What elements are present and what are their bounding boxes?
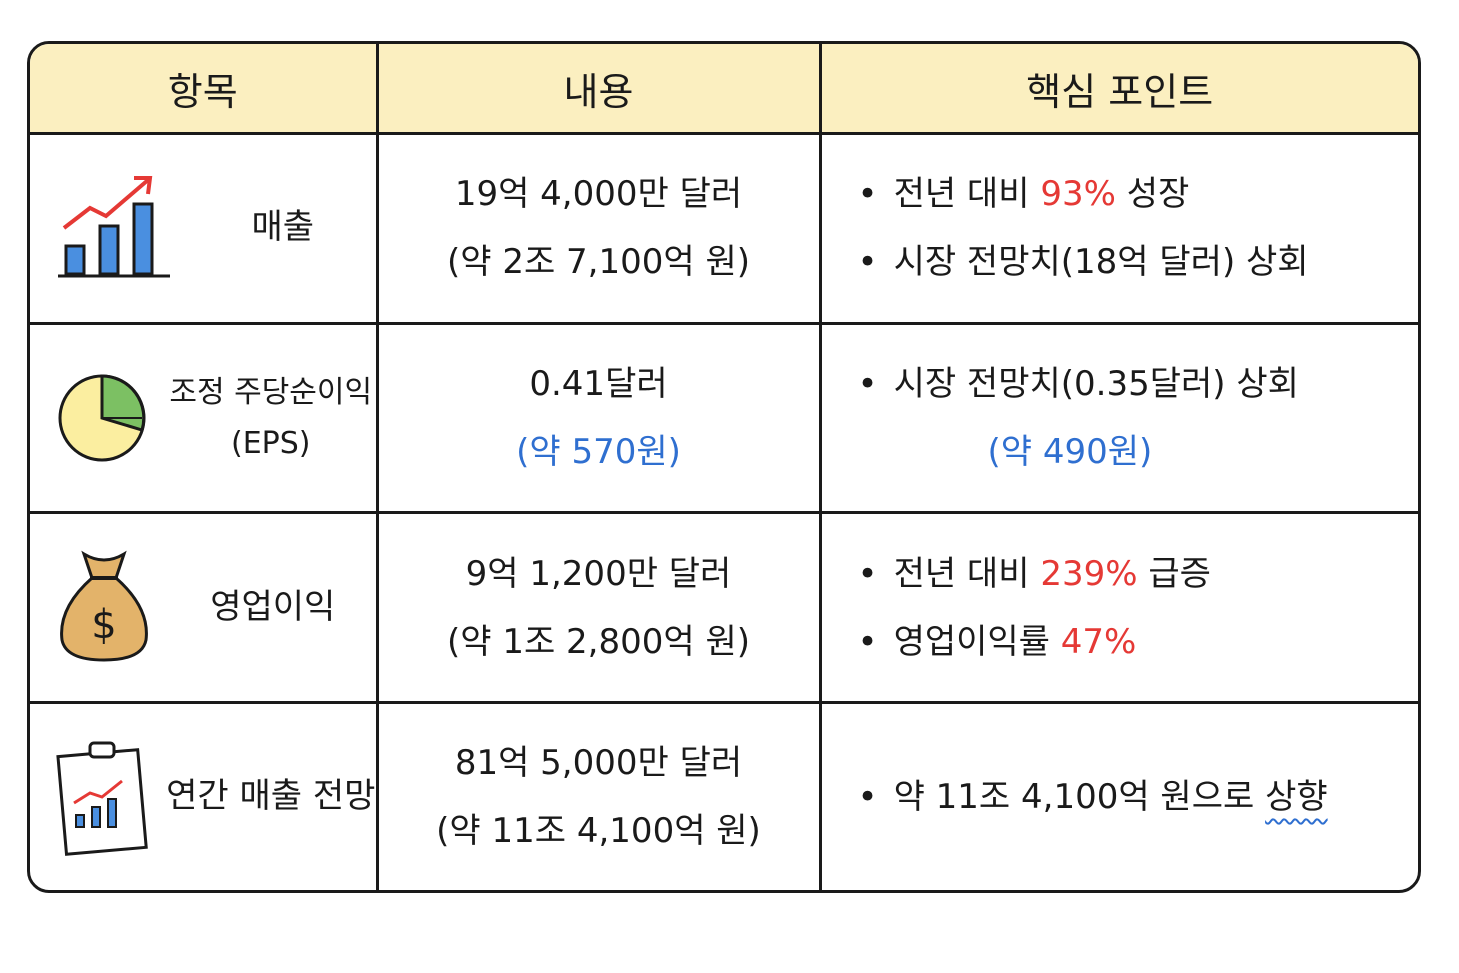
point-line: 시장 전망치(0.35달러) 상회 [858,350,1419,418]
points-cell: 전년 대비 239% 급증영업이익률 47% [818,511,1419,704]
point-text: 약 11조 4,100억 원으로 [893,776,1266,817]
clipboard-icon [56,741,148,856]
content-cell: 19억 4,000만 달러 (약 2조 7,100억 원) [375,132,822,325]
point-line: 시장 전망치(18억 달러) 상회 [858,228,1419,296]
table-body: 매출 19억 4,000만 달러 (약 2조 7,100억 원) 전년 대비 93% … [30,132,1419,890]
content-cell: 9억 1,200만 달러 (약 1조 2,800억 원) [375,511,822,704]
table-row: 조정 주당순이익 (EPS) 0.41달러 (약 570원) 시장 전망치(0.35달러… [30,321,1419,515]
content-line: 0.41달러 [529,363,668,404]
point-text: 영업이익률 [893,621,1061,662]
point-line: (약 490원) [858,418,1419,486]
svg-text:$: $ [91,602,116,648]
header-cell: 핵심 포인트 [818,44,1418,135]
item-wrap: $ 영업이익 [30,548,376,668]
item-cell: 매출 [30,132,379,325]
point-line: 약 11조 4,100억 원으로 상향 [858,763,1419,831]
point-text: 전년 대비 [893,174,1041,215]
point-text: 시장 전망치(18억 달러) 상회 [893,242,1309,283]
item-label: 매출 [190,199,376,257]
content-line: (약 2조 7,100억 원) [446,242,751,283]
point-text: 급증 [1137,553,1211,594]
item-wrap: 조정 주당순이익 (EPS) [30,367,376,469]
points-cell: 시장 전망치(0.35달러) 상회 (약 490원) [818,321,1419,515]
point-text: 93% [1040,174,1116,215]
point-text: 전년 대비 [893,553,1041,594]
item-label-line: 영업이익 [210,586,336,627]
content-line: (약 11조 4,100억 원) [436,810,761,851]
content-line: 19억 4,000만 달러 [454,174,743,215]
table-frame: 항목 내용 핵심 포인트 매출 19억 4,000만 달러 (약 2조 7,100억 원… [27,41,1421,893]
table-row: $ 영업이익 9억 1,200만 달러 (약 1조 2,800억 원) 전년 대비 2… [30,511,1419,704]
item-cell: 연간 매출 전망 [30,700,379,890]
item-label-line: 매출 [251,207,315,248]
header-cell: 항목 [30,44,379,135]
points-cell: 약 11조 4,100억 원으로 상향 [818,700,1419,890]
item-label: 조정 주당순이익 (EPS) [166,367,376,469]
points-cell: 전년 대비 93% 성장시장 전망치(18억 달러) 상회 [818,132,1419,325]
item-label: 연간 매출 전망 [166,768,376,826]
header-row: 항목 내용 핵심 포인트 [30,44,1418,135]
content-cell: 81억 5,000만 달러 (약 11조 4,100억 원) [375,700,822,890]
content-line: (약 570원) [516,431,681,472]
table-row: 매출 19억 4,000만 달러 (약 2조 7,100억 원) 전년 대비 93% … [30,132,1419,325]
point-text: 성장 [1115,174,1190,215]
point-line: 전년 대비 239% 급증 [858,540,1419,608]
item-cell: $ 영업이익 [30,511,379,704]
point-text: 상향 [1265,776,1328,817]
bar-chart-icon [58,176,170,278]
item-wrap: 매출 [30,168,376,288]
header-cell: 내용 [375,44,822,135]
point-text: 시장 전망치(0.35달러) 상회 [893,363,1299,404]
summary-table: 항목 내용 핵심 포인트 매출 19억 4,000만 달러 (약 2조 7,100억 원… [30,44,1418,890]
point-text: (약 490원) [987,431,1153,472]
pie-chart-icon [58,374,146,462]
point-line: 전년 대비 93% 성장 [858,160,1419,228]
item-label: 영업이익 [170,579,376,637]
item-label-line: (EPS) [231,425,311,461]
item-label-line: 조정 주당순이익 [169,374,373,410]
content-cell: 0.41달러 (약 570원) [375,321,822,515]
item-cell: 조정 주당순이익 (EPS) [30,321,379,515]
item-label-line: 연간 매출 전망 [166,776,376,817]
item-wrap: 연간 매출 전망 [30,737,376,857]
point-line: 영업이익률 47% [858,608,1419,676]
content-line: 9억 1,200만 달러 [465,553,732,594]
content-line: 81억 5,000만 달러 [454,742,743,783]
money-bag-icon: $ [60,550,148,662]
content-line: (약 1조 2,800억 원) [446,621,751,662]
table-row: 연간 매출 전망 81억 5,000만 달러 (약 11조 4,100억 원) 약 1… [30,700,1419,890]
point-text: 239% [1040,553,1138,594]
point-text: 47% [1060,621,1137,662]
